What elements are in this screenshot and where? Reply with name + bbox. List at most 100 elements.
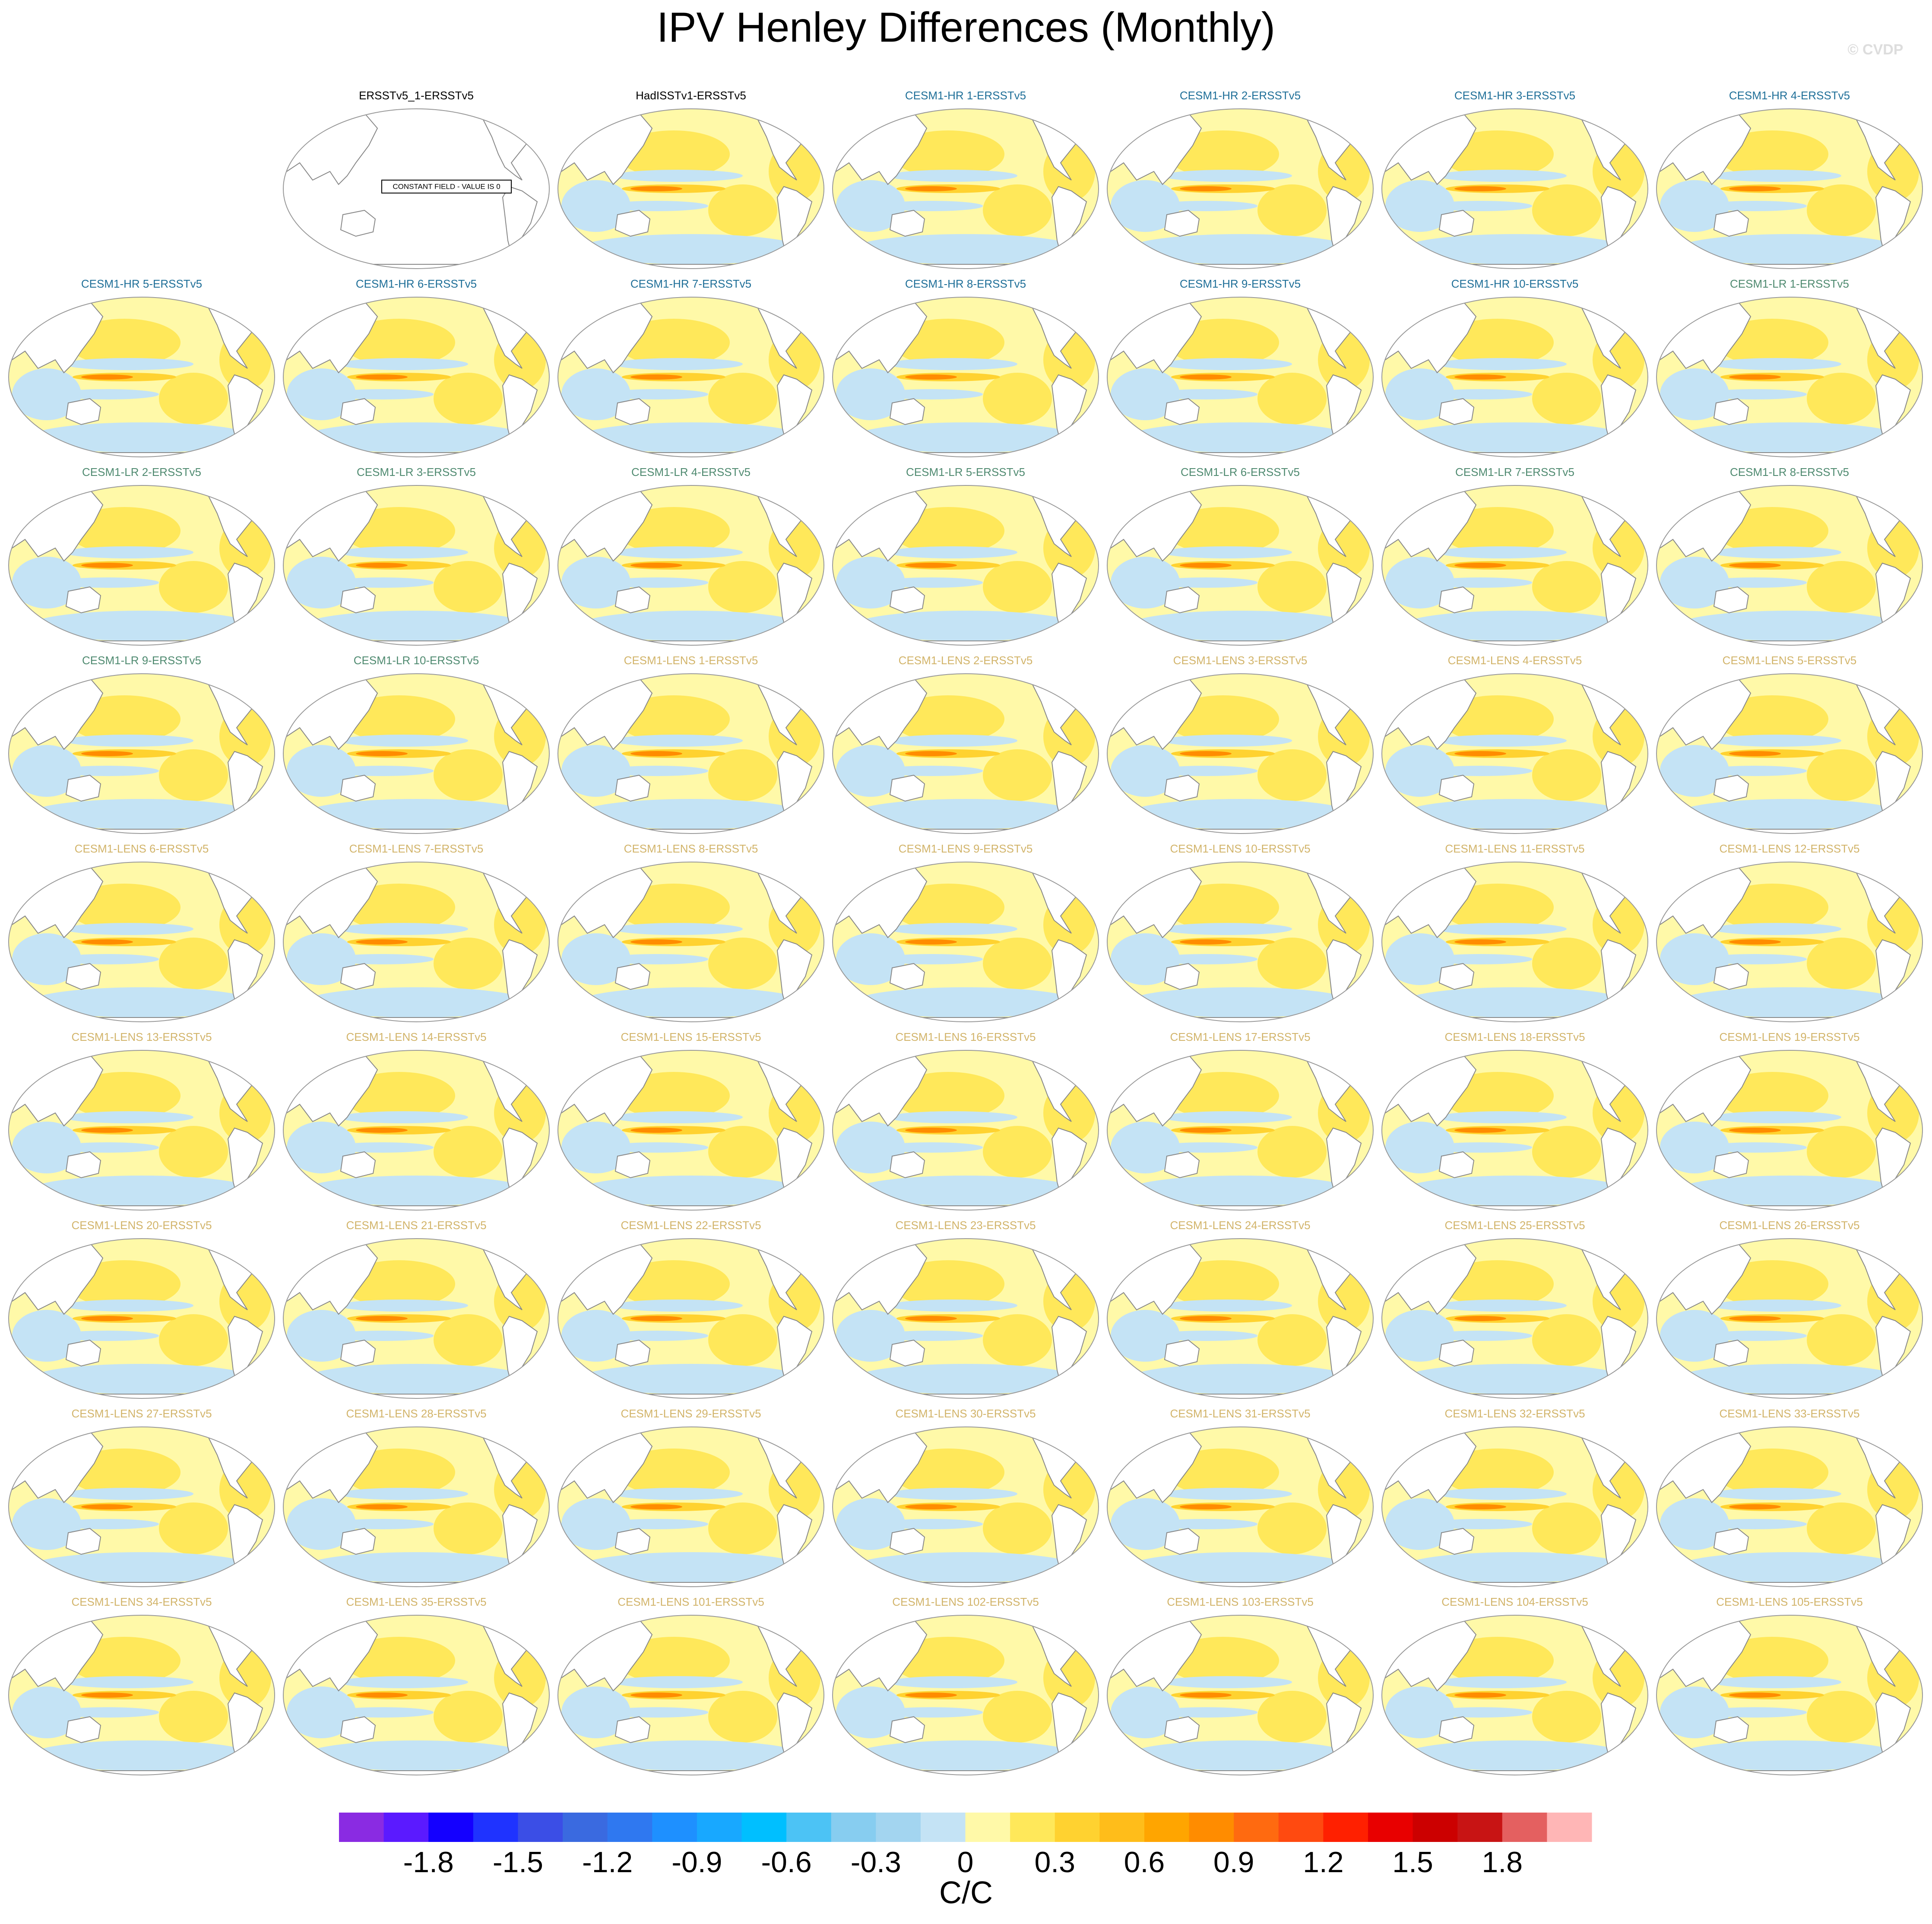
map-field — [558, 297, 824, 459]
map-outline — [1656, 108, 1923, 269]
map-field — [1107, 1615, 1373, 1777]
colorbar-box — [428, 1813, 474, 1842]
map-panel — [1381, 1615, 1648, 1777]
panel-title: CESM1-LR 6-ERSSTv5 — [1181, 466, 1300, 479]
map-panel — [557, 297, 824, 459]
map-outline — [283, 862, 550, 1022]
map-outline — [832, 485, 1099, 646]
map-outline — [1107, 1615, 1374, 1775]
map-outline — [1107, 1426, 1374, 1587]
map-field — [833, 1427, 1099, 1589]
panel-title: CESM1-LENS 4-ERSSTv5 — [1448, 654, 1582, 667]
map-field — [1382, 1615, 1648, 1777]
panel-title: CESM1-LENS 7-ERSSTv5 — [349, 842, 484, 855]
map-field — [833, 862, 1099, 1024]
map-panel — [283, 673, 550, 836]
map-field — [558, 485, 824, 647]
map-field — [9, 862, 275, 1024]
panel-title: CESM1-LENS 26-ERSSTv5 — [1719, 1219, 1859, 1232]
map-outline — [557, 297, 824, 457]
map-outline — [1107, 1050, 1374, 1211]
panel-title: CESM1-LENS 16-ERSSTv5 — [895, 1030, 1036, 1043]
map-outline — [557, 108, 824, 269]
colorbar-box — [1234, 1813, 1279, 1842]
panel-title: CESM1-LENS 5-ERSSTv5 — [1723, 654, 1857, 667]
map-outline — [557, 1426, 824, 1587]
colorbar-tick-label: -0.6 — [761, 1846, 811, 1879]
map-field — [1107, 1239, 1373, 1401]
colorbar-tick-label: -1.2 — [582, 1846, 633, 1879]
map-panel — [1107, 673, 1374, 836]
colorbar-tick-label: -0.3 — [851, 1846, 901, 1879]
map-field — [283, 674, 549, 836]
map-panel — [8, 862, 275, 1024]
map-panel — [1107, 862, 1374, 1024]
map-panel — [1656, 1238, 1923, 1401]
colorbar-box — [652, 1813, 697, 1842]
colorbar-tick-label: 0.3 — [1034, 1846, 1075, 1879]
map-panel — [1107, 1615, 1374, 1777]
map-panel — [8, 485, 275, 647]
map-field — [833, 1615, 1099, 1777]
map-outline — [832, 1426, 1099, 1587]
panel-title: CESM1-LENS 8-ERSSTv5 — [624, 842, 758, 855]
panel-title: CESM1-LENS 22-ERSSTv5 — [621, 1219, 761, 1232]
map-field — [1107, 297, 1373, 459]
map-panel — [283, 1238, 550, 1401]
panel-title: CESM1-HR 3-ERSSTv5 — [1454, 89, 1575, 102]
panel-title: CESM1-LENS 24-ERSSTv5 — [1170, 1219, 1310, 1232]
colorbar-box — [518, 1813, 563, 1842]
map-field — [833, 297, 1099, 459]
panel-title: CESM1-LR 3-ERSSTv5 — [357, 466, 476, 479]
map-panel — [1381, 1050, 1648, 1212]
map-outline — [557, 1238, 824, 1399]
map-outline — [1107, 862, 1374, 1022]
panel-title: CESM1-LENS 102-ERSSTv5 — [892, 1595, 1039, 1608]
map-field — [833, 485, 1099, 647]
map-outline — [832, 862, 1099, 1022]
map-outline — [1656, 1050, 1923, 1211]
map-field — [558, 1615, 824, 1777]
panel-title: CESM1-LENS 1-ERSSTv5 — [624, 654, 758, 667]
colorbar-box — [383, 1813, 429, 1842]
map-panel — [557, 1615, 824, 1777]
map-field — [283, 862, 549, 1024]
map-outline — [1656, 673, 1923, 834]
colorbar-box — [786, 1813, 832, 1842]
map-field — [283, 1615, 549, 1777]
map-outline — [8, 862, 275, 1022]
map-panel — [832, 108, 1099, 271]
map-field — [558, 1427, 824, 1589]
panel-title: CESM1-LR 5-ERSSTv5 — [906, 466, 1025, 479]
map-field — [1107, 485, 1373, 647]
map-field — [1107, 109, 1373, 271]
map-outline — [557, 1050, 824, 1211]
panel-title: CESM1-LENS 28-ERSSTv5 — [346, 1407, 486, 1420]
panel-title: CESM1-LENS 11-ERSSTv5 — [1445, 842, 1584, 855]
map-panel — [1656, 1050, 1923, 1212]
panel-title: CESM1-LENS 14-ERSSTv5 — [346, 1030, 486, 1043]
map-panel — [1656, 108, 1923, 271]
panel-title: CESM1-LENS 32-ERSSTv5 — [1444, 1407, 1585, 1420]
map-panel — [557, 673, 824, 836]
panel-title: CESM1-LENS 103-ERSSTv5 — [1167, 1595, 1314, 1608]
map-field — [558, 1239, 824, 1401]
figure-title: IPV Henley Differences (Monthly) — [657, 4, 1275, 51]
map-outline — [283, 297, 550, 457]
colorbar-box — [607, 1813, 652, 1842]
map-outline — [1656, 297, 1923, 457]
map-panel — [1107, 1238, 1374, 1401]
colorbar-box — [473, 1813, 518, 1842]
panel-title: CESM1-HR 6-ERSSTv5 — [356, 277, 477, 290]
colorbar-box — [1189, 1813, 1234, 1842]
map-field — [1382, 674, 1648, 836]
map-field — [1107, 674, 1373, 836]
panel-title: CESM1-LR 8-ERSSTv5 — [1730, 466, 1849, 479]
map-field — [9, 1050, 275, 1212]
map-field — [1656, 1615, 1922, 1777]
map-panel — [1381, 862, 1648, 1024]
panel-title: CESM1-LR 9-ERSSTv5 — [82, 654, 201, 667]
map-panel — [557, 1050, 824, 1212]
colorbar-box — [1010, 1813, 1055, 1842]
map-outline — [8, 1238, 275, 1399]
